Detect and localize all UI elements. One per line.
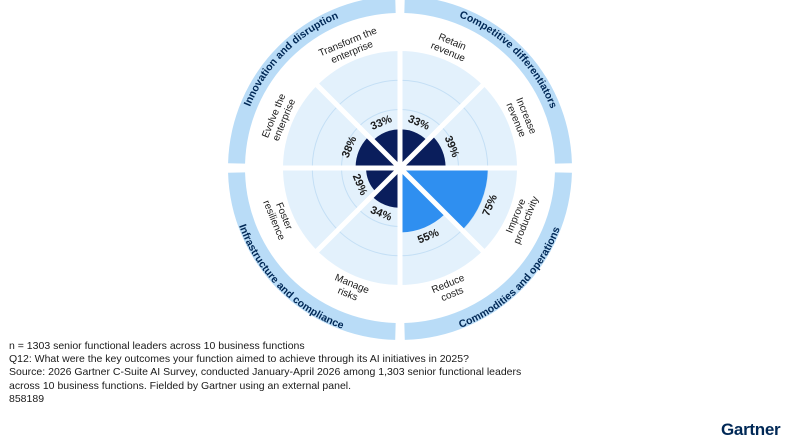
bar-3	[400, 168, 445, 233]
footnote-question: Q12: What were the key outcomes your fun…	[9, 353, 469, 366]
group-band-0	[404, 0, 572, 164]
footnote: n = 1303 senior functional leaders acros…	[9, 340, 529, 406]
bar-1	[400, 136, 446, 168]
bar-2	[400, 168, 488, 229]
sector-divider-5	[290, 166, 402, 278]
gartner-logo: Gartner	[721, 420, 781, 439]
group-band-2	[228, 172, 396, 340]
sector-divider-7	[290, 58, 402, 170]
group-band-1	[404, 172, 572, 340]
sector-divider-1	[398, 58, 510, 170]
footnote-id: 858189	[9, 392, 45, 405]
group-band-3	[228, 0, 396, 164]
footnote-sample: n = 1303 senior functional leaders acros…	[9, 340, 305, 352]
footnote-source: Source: 2026 Gartner C-Suite AI Survey, …	[9, 366, 522, 392]
sector-divider-3	[398, 166, 510, 278]
